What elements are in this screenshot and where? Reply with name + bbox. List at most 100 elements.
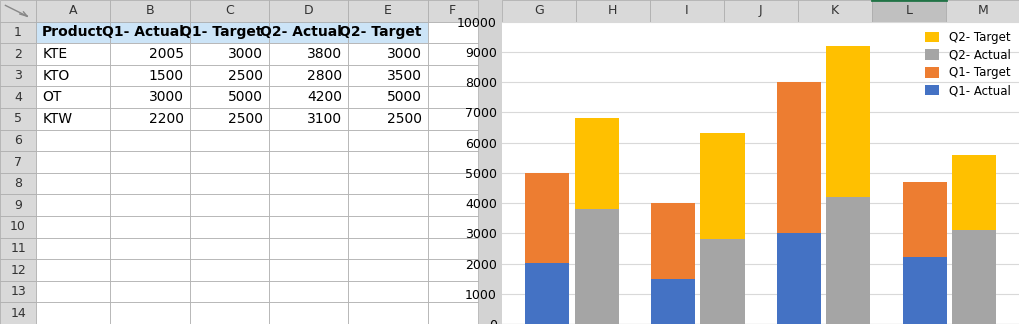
FancyBboxPatch shape: [347, 216, 427, 237]
Text: 2200: 2200: [149, 112, 183, 126]
Text: KTE: KTE: [42, 47, 67, 61]
FancyBboxPatch shape: [427, 0, 477, 22]
FancyBboxPatch shape: [110, 302, 190, 324]
FancyBboxPatch shape: [36, 0, 110, 22]
Bar: [574, 209, 618, 324]
Text: 3000: 3000: [149, 90, 183, 104]
Text: L: L: [905, 4, 912, 17]
FancyBboxPatch shape: [110, 108, 190, 130]
FancyBboxPatch shape: [110, 65, 190, 87]
FancyBboxPatch shape: [0, 237, 36, 259]
FancyBboxPatch shape: [190, 281, 269, 302]
Text: 3: 3: [14, 69, 22, 82]
FancyBboxPatch shape: [0, 22, 36, 43]
Text: 12: 12: [10, 263, 25, 276]
Bar: [574, 118, 618, 209]
Text: F: F: [448, 4, 455, 17]
FancyBboxPatch shape: [347, 0, 427, 22]
Legend: Q2- Target, Q2- Actual, Q1- Target, Q1- Actual: Q2- Target, Q2- Actual, Q1- Target, Q1- …: [920, 28, 1013, 101]
Text: 3100: 3100: [307, 112, 342, 126]
Text: A: A: [69, 4, 77, 17]
FancyBboxPatch shape: [347, 194, 427, 216]
Text: 5: 5: [14, 112, 22, 125]
Text: 4: 4: [14, 91, 22, 104]
FancyBboxPatch shape: [190, 151, 269, 173]
Text: KTO: KTO: [42, 69, 69, 83]
FancyBboxPatch shape: [110, 173, 190, 194]
Text: 5000: 5000: [386, 90, 421, 104]
Bar: [776, 233, 820, 324]
FancyBboxPatch shape: [347, 151, 427, 173]
Text: 8: 8: [14, 177, 22, 190]
FancyBboxPatch shape: [347, 87, 427, 108]
FancyBboxPatch shape: [36, 194, 110, 216]
FancyBboxPatch shape: [190, 65, 269, 87]
FancyBboxPatch shape: [0, 194, 36, 216]
FancyBboxPatch shape: [110, 0, 190, 22]
Text: KTW: KTW: [42, 112, 72, 126]
Bar: [700, 133, 744, 239]
FancyBboxPatch shape: [36, 22, 110, 43]
Bar: [952, 230, 996, 324]
Bar: [903, 182, 947, 258]
Text: 2: 2: [14, 48, 22, 61]
FancyBboxPatch shape: [427, 237, 477, 259]
FancyBboxPatch shape: [347, 130, 427, 151]
Text: 3800: 3800: [307, 47, 342, 61]
Text: 3500: 3500: [386, 69, 421, 83]
FancyBboxPatch shape: [0, 43, 36, 65]
Text: 2800: 2800: [307, 69, 342, 83]
FancyBboxPatch shape: [347, 65, 427, 87]
Text: G: G: [534, 4, 543, 17]
Text: M: M: [976, 4, 987, 17]
Text: B: B: [146, 4, 154, 17]
FancyBboxPatch shape: [190, 173, 269, 194]
FancyBboxPatch shape: [945, 0, 1019, 22]
Text: E: E: [383, 4, 391, 17]
Text: 2500: 2500: [386, 112, 421, 126]
FancyBboxPatch shape: [36, 151, 110, 173]
FancyBboxPatch shape: [0, 108, 36, 130]
FancyBboxPatch shape: [427, 194, 477, 216]
FancyBboxPatch shape: [347, 22, 427, 43]
Text: 4200: 4200: [307, 90, 342, 104]
Text: 6: 6: [14, 134, 22, 147]
FancyBboxPatch shape: [0, 65, 36, 87]
FancyBboxPatch shape: [110, 259, 190, 281]
FancyBboxPatch shape: [347, 281, 427, 302]
FancyBboxPatch shape: [110, 281, 190, 302]
FancyBboxPatch shape: [190, 108, 269, 130]
Text: Q1- Actual: Q1- Actual: [102, 25, 183, 40]
Text: Q2- Target: Q2- Target: [338, 25, 421, 40]
FancyBboxPatch shape: [190, 194, 269, 216]
FancyBboxPatch shape: [110, 151, 190, 173]
FancyBboxPatch shape: [649, 0, 723, 22]
FancyBboxPatch shape: [36, 43, 110, 65]
FancyBboxPatch shape: [347, 259, 427, 281]
FancyBboxPatch shape: [347, 43, 427, 65]
FancyBboxPatch shape: [190, 0, 269, 22]
FancyBboxPatch shape: [427, 22, 477, 43]
Text: H: H: [607, 4, 616, 17]
Bar: [651, 203, 695, 279]
Text: 2005: 2005: [149, 47, 183, 61]
Bar: [776, 82, 820, 233]
Text: J: J: [758, 4, 762, 17]
Text: 13: 13: [10, 285, 25, 298]
FancyBboxPatch shape: [36, 281, 110, 302]
FancyBboxPatch shape: [190, 237, 269, 259]
FancyBboxPatch shape: [0, 216, 36, 237]
FancyBboxPatch shape: [0, 173, 36, 194]
FancyBboxPatch shape: [110, 43, 190, 65]
FancyBboxPatch shape: [269, 237, 347, 259]
Text: 2500: 2500: [227, 69, 263, 83]
Text: OT: OT: [42, 90, 61, 104]
Text: 2500: 2500: [227, 112, 263, 126]
FancyBboxPatch shape: [427, 259, 477, 281]
FancyBboxPatch shape: [269, 0, 347, 22]
FancyBboxPatch shape: [36, 173, 110, 194]
FancyBboxPatch shape: [36, 237, 110, 259]
Text: 3000: 3000: [227, 47, 263, 61]
FancyBboxPatch shape: [36, 87, 110, 108]
FancyBboxPatch shape: [36, 216, 110, 237]
